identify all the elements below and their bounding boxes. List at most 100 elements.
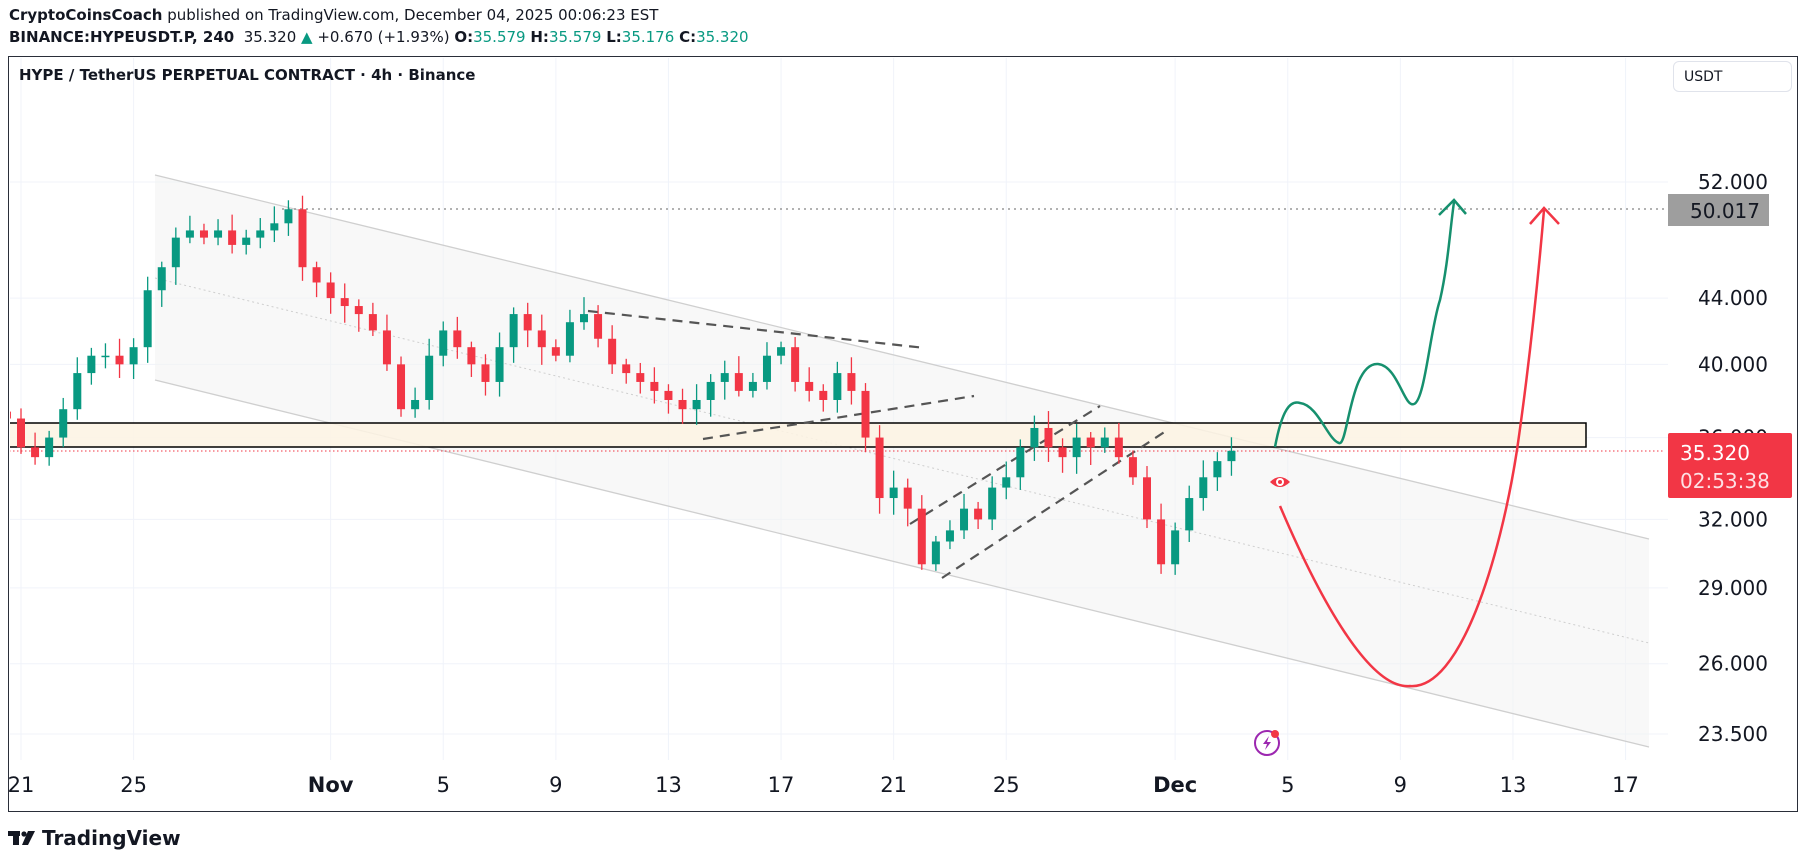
candle-body	[1044, 427, 1053, 448]
brand-name: TradingView	[42, 826, 181, 850]
time-axis[interactable]: 21 25 Nov 5 9 13 17 21 25 Dec 5 9 13 17	[8, 773, 1639, 797]
pattern-lines	[587, 309, 1170, 579]
candle	[354, 299, 363, 332]
candle-body	[664, 390, 673, 400]
candle	[1058, 438, 1067, 473]
candle-body	[17, 418, 25, 448]
candle	[340, 283, 349, 323]
candle-body	[861, 390, 870, 438]
candle-body	[945, 530, 954, 542]
candle-body	[354, 306, 363, 315]
price-tick-label: 44.000	[1698, 286, 1768, 310]
candle	[692, 384, 701, 425]
candle	[889, 470, 898, 515]
candle	[636, 362, 645, 394]
candle	[228, 214, 237, 254]
candle	[284, 200, 293, 236]
candle	[847, 357, 856, 405]
candle-body	[453, 330, 462, 348]
time-tick-label: 13	[655, 773, 682, 797]
candle-body	[228, 230, 237, 245]
candle-body	[1199, 477, 1208, 499]
time-tick-label: 9	[549, 773, 562, 797]
candle-body	[819, 390, 828, 400]
symbol: BINANCE:HYPEUSDT.P, 240	[9, 28, 235, 46]
chart-title: HYPE / TetherUS PERPETUAL CONTRACT · 4h …	[19, 66, 476, 84]
price-tick-label: 40.000	[1698, 352, 1768, 376]
channel-middle-line[interactable]	[154, 277, 1650, 644]
candle-body	[988, 487, 997, 520]
bearish-then-bullish-projection-path[interactable]	[1278, 209, 1546, 688]
candle	[875, 425, 884, 514]
high-value: 35.579	[548, 28, 602, 46]
candle	[622, 358, 631, 384]
candle	[664, 384, 673, 414]
currency-button[interactable]: USDT	[1673, 61, 1792, 92]
candle	[326, 272, 335, 314]
time-tick-label: 17	[768, 773, 795, 797]
candle	[1044, 411, 1053, 462]
tradingview-logo-icon	[8, 831, 35, 845]
chart-frame[interactable]	[8, 56, 1798, 812]
candle-body	[791, 347, 800, 382]
low-value: 35.176	[621, 28, 675, 46]
candle-body	[242, 237, 251, 245]
candle-body	[1016, 447, 1025, 478]
eye-icon[interactable]	[1270, 477, 1290, 487]
candle	[706, 374, 715, 417]
candle-body	[805, 381, 814, 391]
price-tick-label: 29.000	[1698, 576, 1768, 600]
candle	[537, 314, 546, 365]
candle-body	[762, 355, 771, 382]
candle	[1016, 439, 1025, 490]
candle	[523, 302, 532, 348]
candle	[833, 361, 842, 413]
candle	[1100, 427, 1109, 453]
candle	[861, 383, 870, 453]
current-price-label: 35.320	[1680, 441, 1750, 465]
triangle-lower-line[interactable]	[702, 394, 975, 441]
candle-body	[214, 230, 223, 238]
candle-body	[312, 267, 321, 283]
time-tick-label: 25	[120, 773, 147, 797]
candle	[129, 338, 138, 379]
rising-channel-lower-line[interactable]	[941, 428, 1170, 579]
candle	[777, 341, 786, 365]
candle	[270, 206, 279, 243]
candle	[256, 218, 265, 249]
candle	[382, 314, 391, 371]
price-tick-label: 52.000	[1698, 170, 1768, 194]
candle	[73, 357, 82, 420]
tradingview-logo[interactable]: TradingView	[8, 826, 181, 850]
channel-upper-line[interactable]	[154, 174, 1650, 540]
candle	[1227, 437, 1236, 476]
candle	[650, 367, 659, 404]
bar-countdown: 02:53:38	[1680, 469, 1770, 493]
candle-body	[368, 314, 377, 331]
lightning-icon[interactable]	[1254, 730, 1280, 756]
candle	[917, 495, 926, 570]
candle-body	[326, 282, 335, 299]
triangle-upper-line[interactable]	[587, 309, 926, 350]
candle-body	[185, 230, 194, 238]
price-tick-label: 32.000	[1698, 507, 1768, 531]
author[interactable]: CryptoCoinsCoach	[9, 6, 163, 24]
candle	[1171, 522, 1180, 575]
candle	[551, 339, 560, 362]
bullish-projection-path[interactable]	[1273, 201, 1456, 448]
candle-body	[917, 508, 926, 565]
candle-body	[706, 381, 715, 400]
rising-channel-upper-line[interactable]	[909, 405, 1101, 525]
candle-body	[270, 223, 279, 231]
candle	[509, 307, 518, 363]
candle-body	[931, 541, 940, 565]
candle-body	[397, 364, 406, 410]
bearish-arrowhead-icon	[1529, 206, 1560, 225]
candle	[425, 338, 434, 410]
candle-body	[10, 411, 11, 419]
support-zone[interactable]	[9, 422, 1587, 448]
candle-body	[425, 355, 434, 400]
target-price-badge	[1668, 194, 1769, 226]
time-tick-label: 5	[437, 773, 450, 797]
